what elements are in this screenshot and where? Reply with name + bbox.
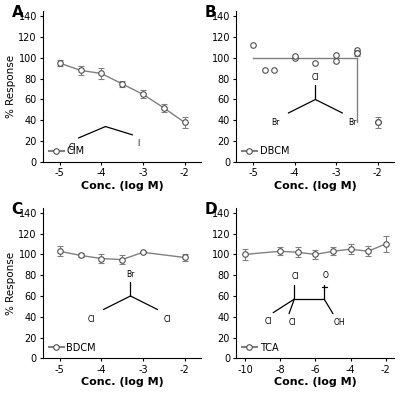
X-axis label: Conc. (log M): Conc. (log M) (274, 377, 357, 387)
Text: Cl: Cl (264, 317, 272, 326)
Text: O: O (323, 272, 329, 280)
Text: A: A (12, 5, 23, 20)
Text: I: I (138, 139, 140, 148)
Text: Cl: Cl (289, 318, 296, 327)
Y-axis label: % Response: % Response (6, 55, 16, 118)
Y-axis label: % Response: % Response (6, 252, 16, 314)
Text: B: B (205, 5, 216, 20)
Text: Cl: Cl (87, 315, 95, 324)
Legend: TCA: TCA (241, 342, 279, 354)
Text: C: C (12, 202, 22, 217)
Text: Cl: Cl (312, 73, 319, 82)
Text: Cl: Cl (68, 143, 76, 152)
Text: D: D (205, 202, 217, 217)
Text: Br: Br (126, 270, 135, 279)
X-axis label: Conc. (log M): Conc. (log M) (81, 377, 164, 387)
Text: Cl: Cl (292, 272, 299, 281)
Text: Br: Br (348, 118, 356, 127)
Legend: DBCM: DBCM (241, 145, 290, 157)
Legend: CIM: CIM (48, 145, 86, 157)
Legend: BDCM: BDCM (48, 342, 97, 354)
X-axis label: Conc. (log M): Conc. (log M) (274, 181, 357, 191)
Text: OH: OH (333, 318, 345, 327)
Text: Br: Br (272, 118, 280, 127)
X-axis label: Conc. (log M): Conc. (log M) (81, 181, 164, 191)
Text: Cl: Cl (163, 315, 171, 324)
